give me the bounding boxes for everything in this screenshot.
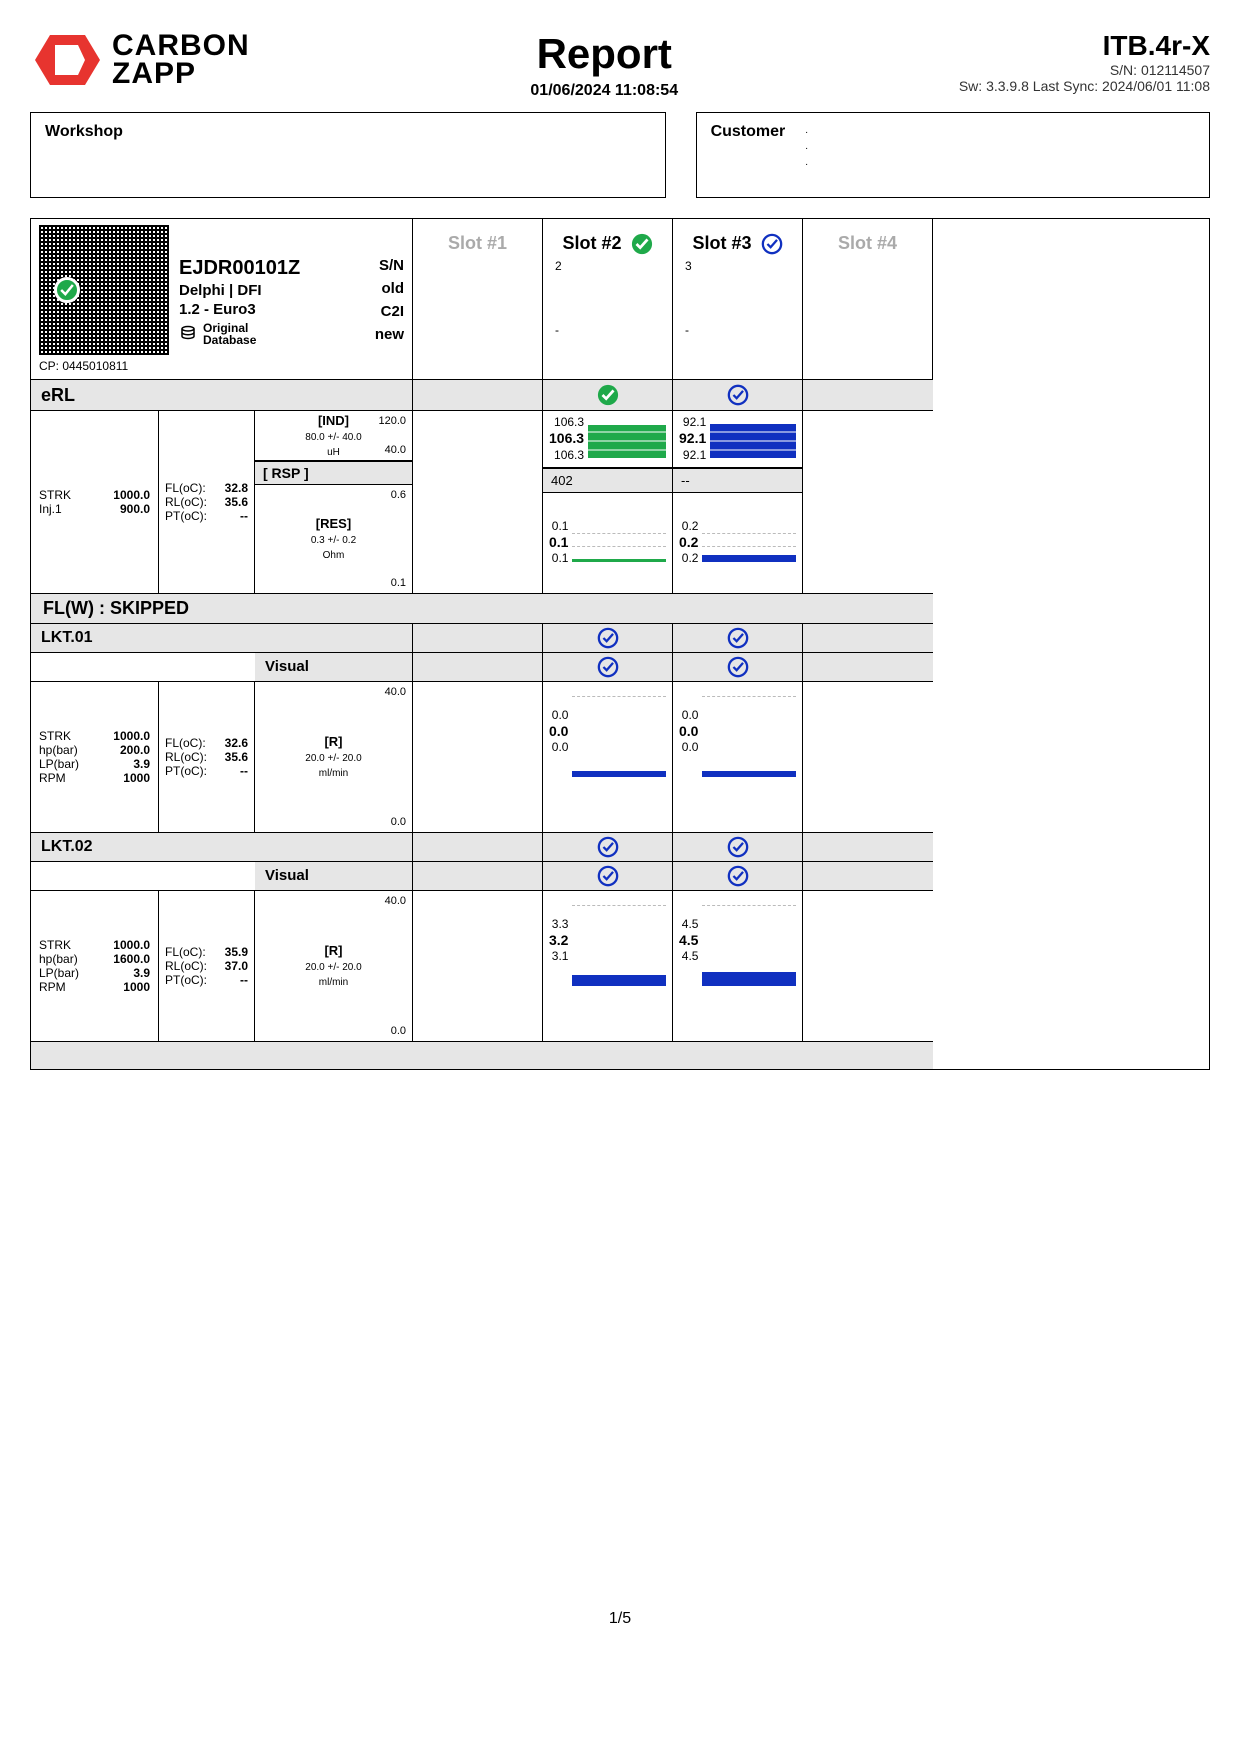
- skipped-bar: FL(W) : SKIPPED: [31, 593, 933, 623]
- check-icon: [597, 627, 619, 649]
- lkt01-strk: STRK1000.0 hp(bar)200.0 LP(bar)3.9 RPM10…: [31, 682, 159, 832]
- workshop-box: Workshop: [30, 112, 666, 198]
- report-header: CARBON ZAPP Report 01/06/2024 11:08:54 I…: [30, 30, 1210, 100]
- lkt01-bar: LKT.01: [31, 623, 933, 653]
- qr-pass-badge-icon: [54, 277, 80, 303]
- main-grid: EJDR00101Z Delphi | DFI 1.2 - Euro3 Orig…: [30, 218, 1210, 1070]
- brand-line1: CARBON: [112, 32, 250, 61]
- lkt02-strk: STRK1000.0 hp(bar)1600.0 LP(bar)3.9 RPM1…: [31, 891, 159, 1041]
- erl-slot3: 92.192.192.1 -- 0.20.20.2: [673, 411, 803, 593]
- erl-meas: [IND]80.0 +/- 40.0uH 120.0 40.0 [ RSP ] …: [255, 411, 412, 593]
- device-model: ITB.4r-X: [959, 30, 1210, 62]
- lkt02-temps: FL(oC):35.9 RL(oC):37.0 PT(oC):--: [159, 891, 255, 1041]
- qr-code-icon: [39, 225, 169, 355]
- erl-temps: FL(oC):32.8 RL(oC):35.6 PT(oC):--: [159, 411, 255, 593]
- page-number: 1/5: [30, 1610, 1210, 1628]
- slot3-header: Slot #3 3 -: [673, 219, 803, 379]
- brand-logo-icon: [30, 30, 100, 90]
- lkt01-visual-bar: Visual: [31, 653, 933, 682]
- lkt02-visual-bar: Visual: [31, 862, 933, 891]
- lkt02-slot2: 3.33.23.1: [543, 891, 673, 1041]
- footer-bar: [31, 1041, 933, 1069]
- check-icon: [727, 627, 749, 649]
- check-icon: [597, 836, 619, 858]
- customer-box: Customer ...: [696, 112, 1210, 198]
- info-row: Workshop Customer ...: [30, 112, 1210, 198]
- device-sn: 012114507: [1141, 62, 1210, 78]
- erl-slot2: 106.3106.3106.3 402 0.10.10.1: [543, 411, 673, 593]
- check-icon: [727, 865, 749, 887]
- lkt02-bar: LKT.02: [31, 832, 933, 862]
- report-datetime: 01/06/2024 11:08:54: [250, 82, 959, 100]
- slot1-header: Slot #1: [413, 219, 543, 379]
- brand-line2: ZAPP: [112, 60, 250, 89]
- pass-icon: [597, 384, 619, 406]
- part-info-cell: EJDR00101Z Delphi | DFI 1.2 - Euro3 Orig…: [31, 219, 413, 379]
- lkt01-temps: FL(oC):32.6 RL(oC):35.6 PT(oC):--: [159, 682, 255, 832]
- check-icon: [727, 384, 749, 406]
- check-icon: [727, 656, 749, 678]
- check-icon: [597, 865, 619, 887]
- lkt01-slot3: 0.00.00.0: [673, 682, 803, 832]
- part-code: EJDR00101Z: [179, 257, 300, 280]
- erl-section-bar: eRL: [31, 379, 933, 411]
- original-db-label: Original Database: [179, 322, 300, 346]
- pass-icon: [631, 233, 653, 255]
- erl-title: eRL: [31, 380, 413, 410]
- erl-strk: STRK1000.0 Inj.1900.0: [31, 411, 159, 593]
- slot4-header: Slot #4: [803, 219, 933, 379]
- part-variant: 1.2 - Euro3: [179, 301, 300, 318]
- slot2-header: Slot #2 2 -: [543, 219, 673, 379]
- brand: CARBON ZAPP: [30, 30, 250, 90]
- lkt01-slot2: 0.00.00.0: [543, 682, 673, 832]
- database-icon: [179, 325, 197, 343]
- lkt02-slot3: 4.54.54.5: [673, 891, 803, 1041]
- part-make: Delphi | DFI: [179, 282, 300, 299]
- report-title: Report: [250, 30, 959, 78]
- check-icon: [727, 836, 749, 858]
- check-icon: [597, 656, 619, 678]
- cp-value: 0445010811: [62, 359, 128, 373]
- check-icon: [761, 233, 783, 255]
